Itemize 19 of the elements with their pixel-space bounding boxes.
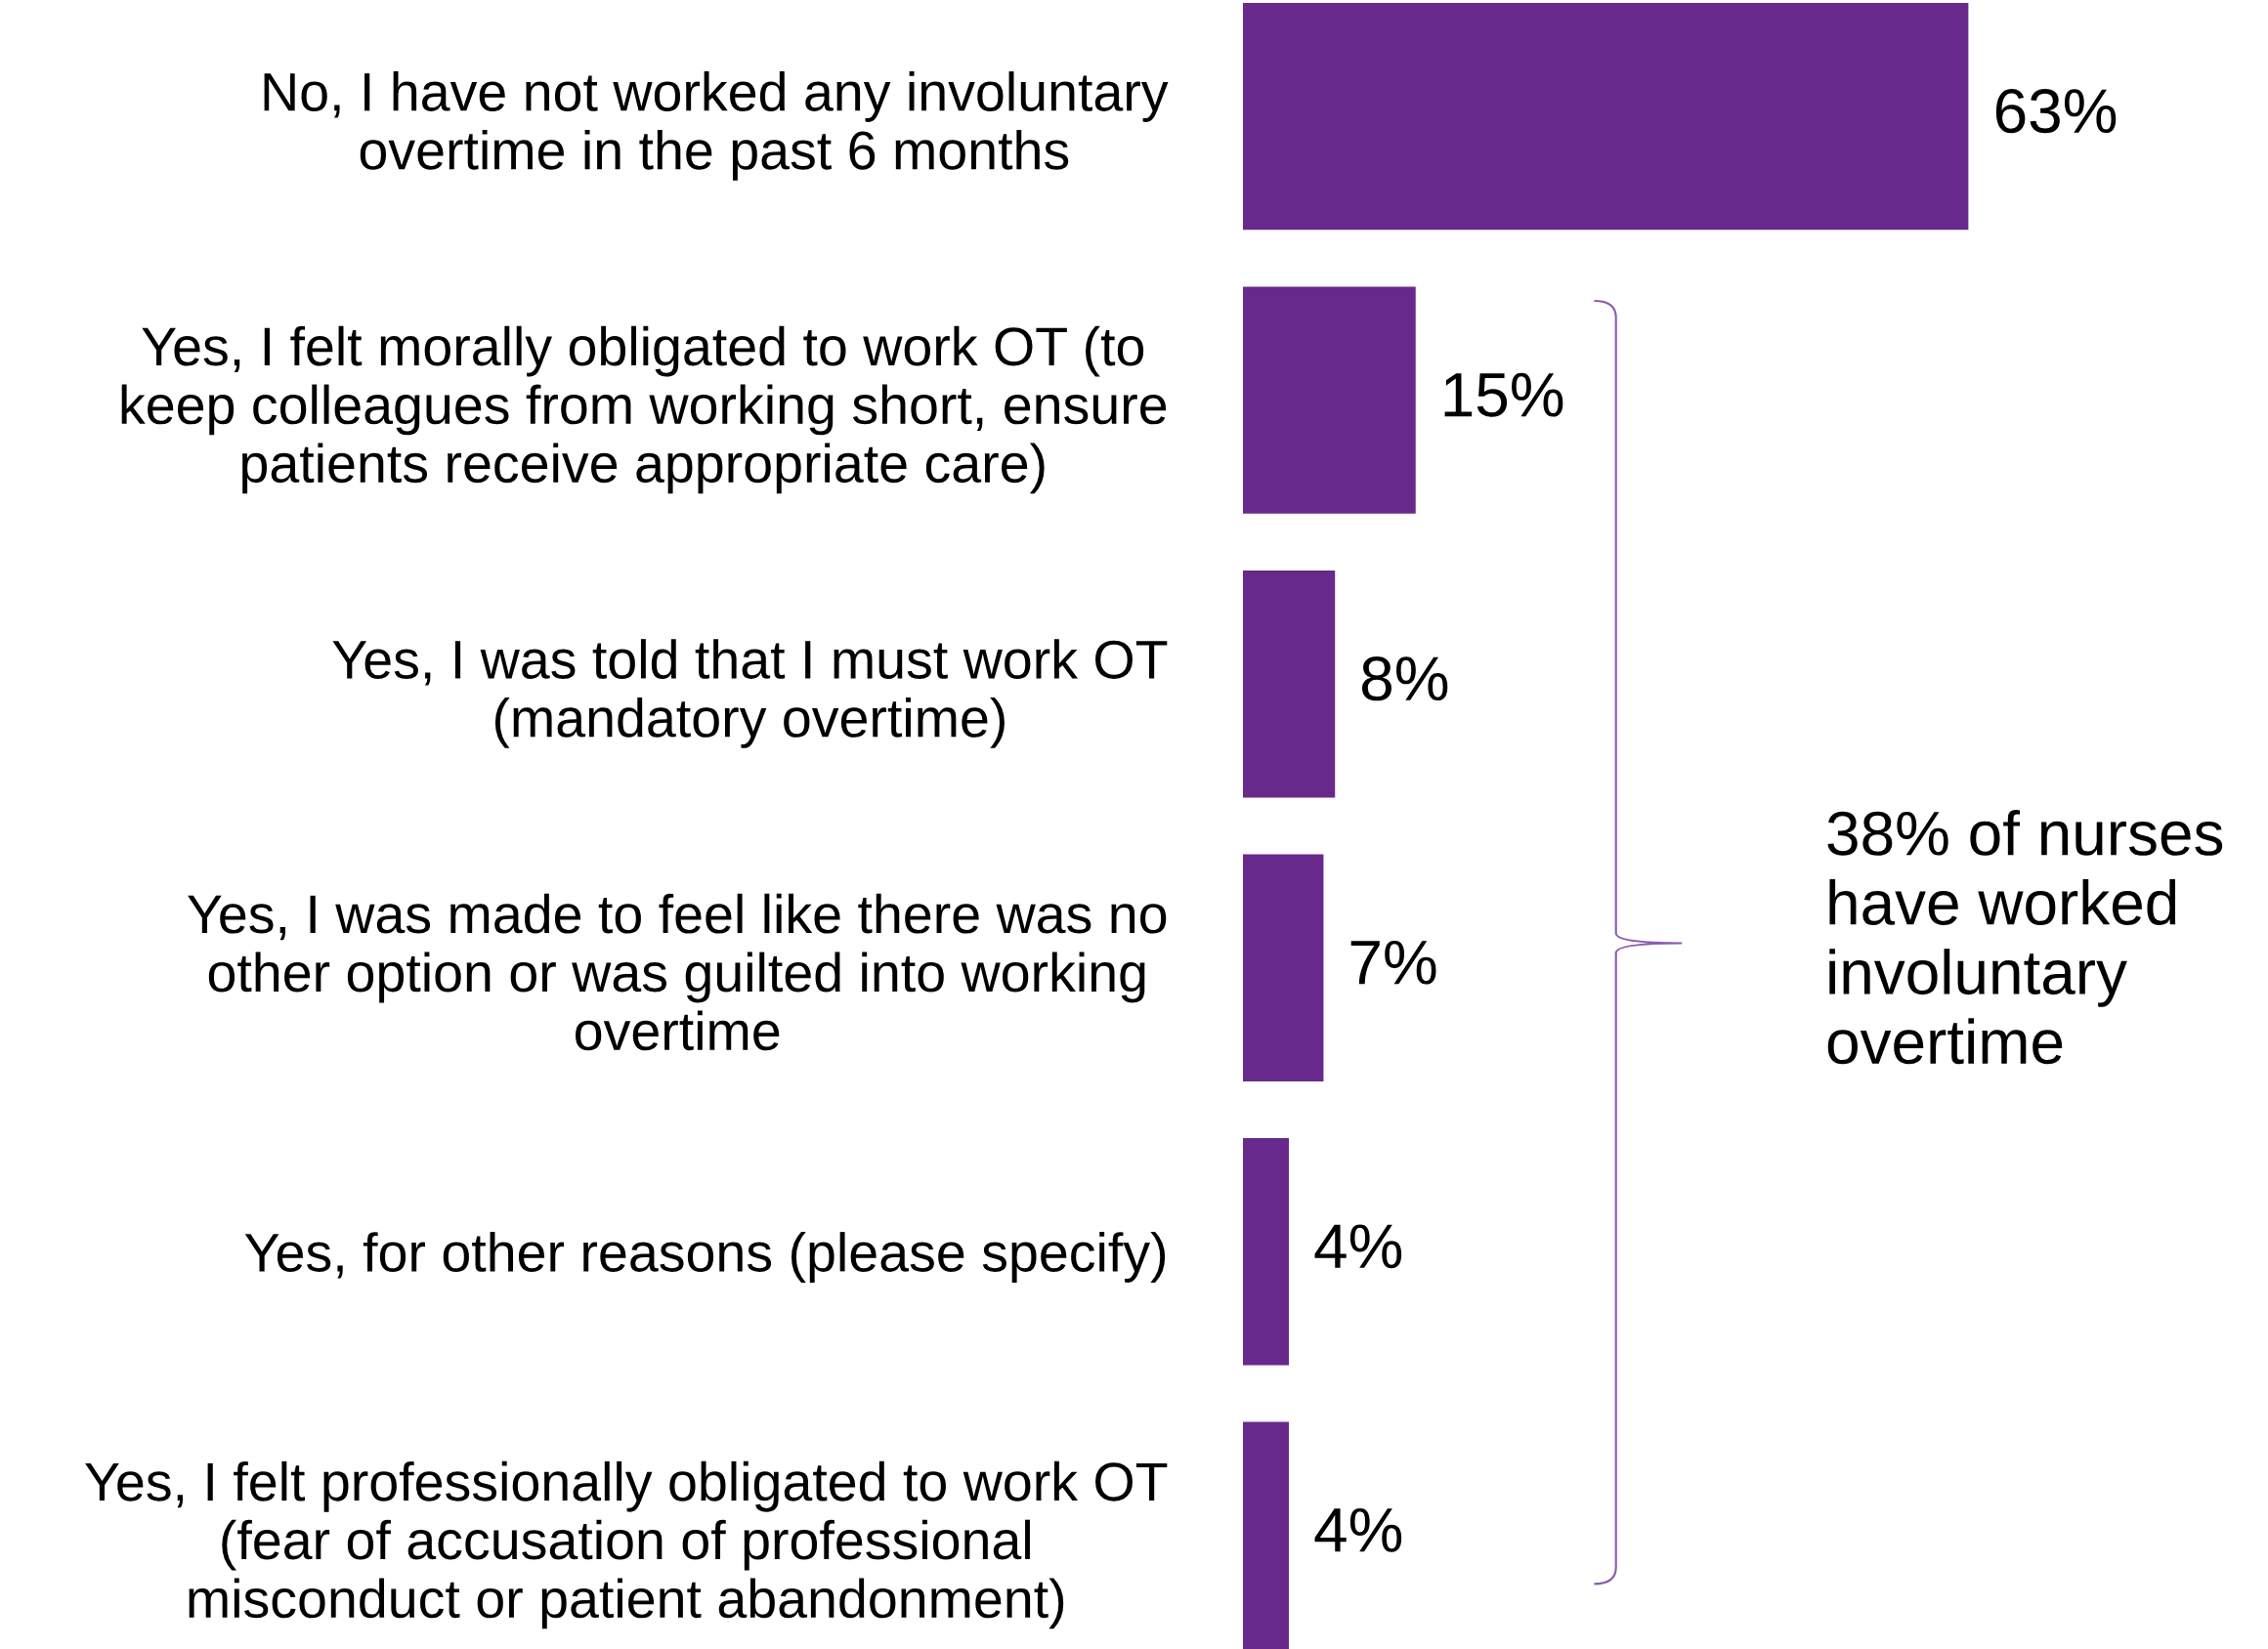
y-tick-label: Yes, for other reasons (please specify) [244, 1232, 1166, 1283]
y-tick-label: Yes, I was told that I must work OT (mandatory overtime) [332, 639, 1168, 748]
bar [1242, 1138, 1290, 1366]
y-tick-label: Yes, I was made to feel like there was no other option or was guilted into working overtime [188, 893, 1167, 1051]
y-tick-label: Yes, I felt morally obligated to work OT (to keep colleagues from working short, ensure patients receive appropriate care) [121, 325, 1167, 494]
y-tick-label: Yes, I felt professionally obligated to work OT (fear of accusation of professional misconduct or patient abandonment) [85, 1460, 1168, 1629]
data-label: 7% [1350, 940, 1436, 985]
data-label: 4% [1314, 1224, 1402, 1269]
bar [1242, 1421, 1290, 1649]
data-label: 4% [1314, 1507, 1402, 1552]
data-label: 63% [1995, 89, 2117, 134]
bar [1242, 2, 1969, 231]
annotation: 38% of nurses have worked involuntary overtime [1827, 810, 2223, 1065]
bar [1242, 286, 1416, 514]
bar [1242, 854, 1324, 1081]
data-label: 15% [1444, 372, 1563, 417]
bar [1242, 570, 1336, 798]
data-label: 8% [1362, 656, 1448, 701]
y-tick-label: No, I have not worked any involuntary overtime in the past 6 months [264, 71, 1169, 181]
